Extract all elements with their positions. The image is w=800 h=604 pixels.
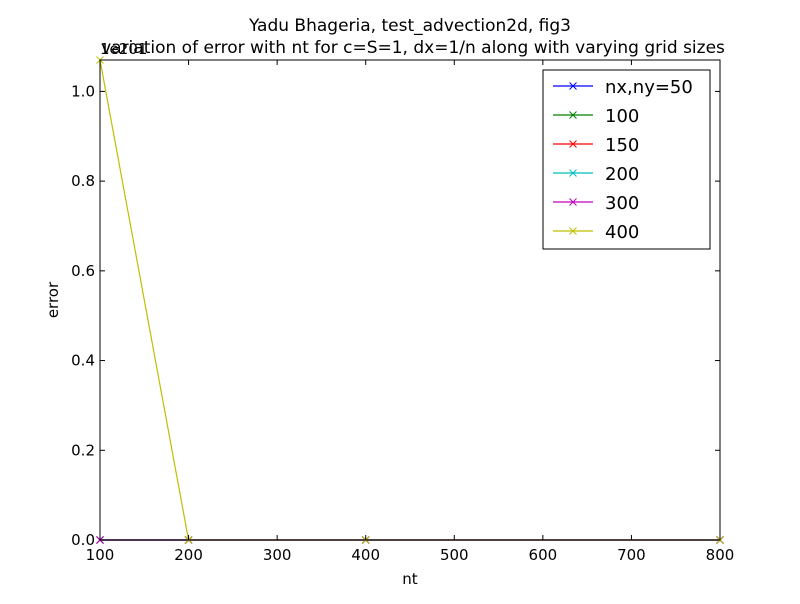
- y-tick-label: 0.6: [71, 262, 95, 280]
- legend-label: 300: [605, 193, 639, 214]
- legend-entry-2: 150: [553, 135, 639, 156]
- x-tick-label: 700: [617, 546, 646, 564]
- y-tick-label: 0.4: [71, 352, 95, 370]
- legend-label: 400: [605, 222, 639, 243]
- legend-entry-1: 100: [553, 106, 639, 127]
- legend-label: 100: [605, 106, 639, 127]
- legend-marker: [569, 111, 577, 119]
- x-tick-label: 200: [174, 546, 203, 564]
- plot-area: 100 200 300 400 500 600 700 800 0.0 0.2 0.4 0.6 0.8 1…: [71, 56, 735, 564]
- legend-box: [542, 69, 711, 250]
- legend: nx,ny=50 100 150 200 300 400: [542, 69, 711, 250]
- y-tick-label: 0.0: [71, 531, 95, 549]
- x-axis-label: nt: [402, 570, 418, 588]
- chart-title: Yadu Bhageria, test_advection2d, fig3: [248, 16, 571, 36]
- legend-marker: [569, 198, 577, 206]
- x-tick-label: 400: [351, 546, 380, 564]
- legend-marker: [569, 140, 577, 148]
- legend-label: 200: [605, 164, 639, 185]
- x-tick-label: 100: [86, 546, 115, 564]
- legend-label: 150: [605, 135, 639, 156]
- axes-frame: [99, 59, 721, 541]
- x-tick-label: 300: [263, 546, 292, 564]
- y-tick-label: 0.8: [71, 172, 95, 190]
- x-tick-label: 500: [440, 546, 469, 564]
- legend-marker: [569, 169, 577, 177]
- legend-entry-0: nx,ny=50: [553, 77, 693, 98]
- y-offset-label: 1e201: [100, 40, 147, 58]
- legend-entry-5: 400: [553, 222, 639, 243]
- x-tick-label: 600: [529, 546, 558, 564]
- y-tick-label: 1.0: [71, 82, 95, 100]
- legend-marker: [569, 82, 577, 90]
- y-axis-label: error: [44, 281, 62, 318]
- x-tick-label: 800: [706, 546, 735, 564]
- legend-label: nx,ny=50: [605, 77, 693, 98]
- y-tick-label: 0.2: [71, 441, 95, 459]
- legend-entry-4: 300: [553, 193, 639, 214]
- chart-subtitle: variation of error with nt for c=S=1, dx…: [101, 38, 725, 58]
- legend-entry-3: 200: [553, 164, 639, 185]
- legend-marker: [569, 227, 577, 235]
